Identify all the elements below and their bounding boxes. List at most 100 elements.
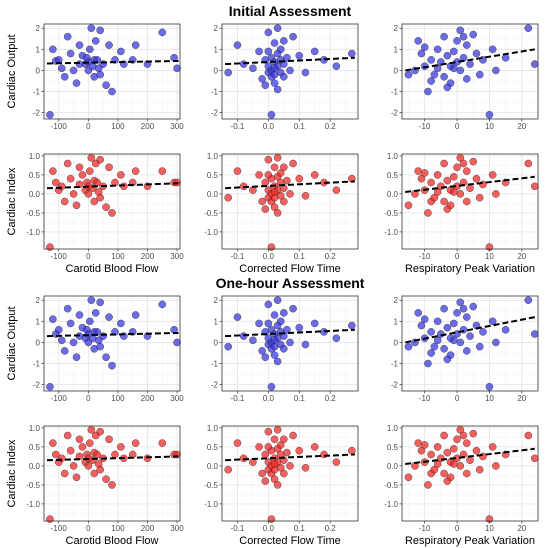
data-point xyxy=(105,435,113,444)
data-point xyxy=(453,37,461,45)
data-point xyxy=(96,427,104,436)
data-point xyxy=(283,326,291,334)
panel-border xyxy=(221,425,359,522)
y-tick-label: -1 xyxy=(391,360,399,369)
x-tick-label: 100 xyxy=(111,252,125,261)
data-point xyxy=(417,49,426,58)
data-point xyxy=(96,155,104,164)
x-tick-label: 300 xyxy=(170,394,184,403)
data-point xyxy=(466,456,474,464)
data-point xyxy=(283,448,291,457)
data-point xyxy=(414,439,422,447)
data-point xyxy=(437,454,445,463)
trend-line xyxy=(405,48,535,72)
data-point xyxy=(462,313,471,321)
data-point xyxy=(75,311,84,319)
y-tick-label: 2 xyxy=(394,24,399,33)
data-point xyxy=(417,446,426,455)
data-point xyxy=(310,319,319,328)
data-point xyxy=(258,469,266,478)
data-point xyxy=(430,342,439,351)
data-point xyxy=(96,465,104,474)
x-tick-label: 0.0 xyxy=(263,252,275,261)
data-point xyxy=(270,163,279,172)
y-tick-label: 2 xyxy=(36,296,41,305)
data-point xyxy=(249,64,257,73)
x-tick-label: 0.2 xyxy=(325,394,337,403)
data-point xyxy=(280,345,288,353)
x-tick-label: -100 xyxy=(51,394,68,403)
data-point xyxy=(63,431,72,440)
data-point xyxy=(261,178,270,187)
data-point xyxy=(492,338,500,347)
data-point xyxy=(462,167,471,175)
data-point xyxy=(404,70,413,79)
data-point xyxy=(273,426,282,434)
x-tick-label: -10 xyxy=(419,252,431,261)
data-point xyxy=(310,443,319,451)
data-point xyxy=(530,60,539,68)
trend-line xyxy=(405,316,535,344)
data-point xyxy=(459,159,468,168)
trend-line xyxy=(46,455,179,462)
x-tick-label: -10 xyxy=(419,394,431,403)
data-point xyxy=(286,190,294,198)
data-point xyxy=(91,309,100,317)
y-tick-label: 0.0 xyxy=(387,462,399,471)
data-point xyxy=(310,47,319,56)
data-point xyxy=(264,319,273,328)
data-point xyxy=(158,28,167,37)
data-point xyxy=(479,452,487,461)
data-point xyxy=(469,30,478,39)
data-point xyxy=(261,205,270,213)
data-point xyxy=(131,41,140,49)
data-point xyxy=(530,454,539,463)
data-point xyxy=(450,47,458,56)
data-point xyxy=(72,473,81,482)
data-point xyxy=(102,353,110,361)
data-point xyxy=(69,462,78,470)
data-point xyxy=(90,469,99,478)
data-point xyxy=(280,309,288,317)
data-point xyxy=(255,171,263,179)
panel-border xyxy=(43,23,181,120)
x-tick-label: 100 xyxy=(111,122,125,131)
data-point xyxy=(485,111,494,119)
data-point xyxy=(108,361,116,370)
data-point xyxy=(348,49,356,58)
data-point xyxy=(66,319,75,328)
data-point xyxy=(280,163,288,172)
data-point xyxy=(524,159,533,168)
data-point xyxy=(462,75,471,83)
data-point xyxy=(427,328,435,336)
data-point xyxy=(456,338,465,347)
x-tick-label: 20 xyxy=(517,252,526,261)
trend-line xyxy=(225,328,355,338)
data-point xyxy=(440,469,448,478)
data-point xyxy=(424,209,432,217)
data-point xyxy=(273,357,282,366)
y-tick-label: -1 xyxy=(33,88,41,97)
data-point xyxy=(60,469,69,478)
data-point xyxy=(524,431,533,440)
data-point xyxy=(233,439,242,447)
x-tick-label: 0.2 xyxy=(325,524,337,533)
data-point xyxy=(57,64,66,73)
data-point xyxy=(108,481,116,489)
data-point xyxy=(443,448,452,457)
data-point xyxy=(433,171,442,179)
y-tick-label: -1.0 xyxy=(26,228,40,237)
x-axis-label: Respiratory Peak Variation xyxy=(405,263,535,275)
data-point xyxy=(524,296,533,304)
data-point xyxy=(173,64,181,73)
y-tick-label: 2 xyxy=(36,24,41,33)
data-point xyxy=(87,296,96,304)
panel-index-resp_var-initial: -10 0 10 20 -1.0 -0.5 0.0 0.5 1.0 Respiratory Pea… xyxy=(384,152,539,275)
y-tick-label: 0 xyxy=(214,66,219,75)
y-tick-label: -0.5 xyxy=(26,481,40,490)
data-point xyxy=(450,336,458,345)
y-tick-label: 0.0 xyxy=(29,190,41,199)
panel-index-carotid-initial: -100 0 100 200 300 -1.0 -0.5 0.0 0.5 1.0 Cardiac I… xyxy=(6,152,184,275)
y-tick-label: 0.0 xyxy=(207,190,219,199)
